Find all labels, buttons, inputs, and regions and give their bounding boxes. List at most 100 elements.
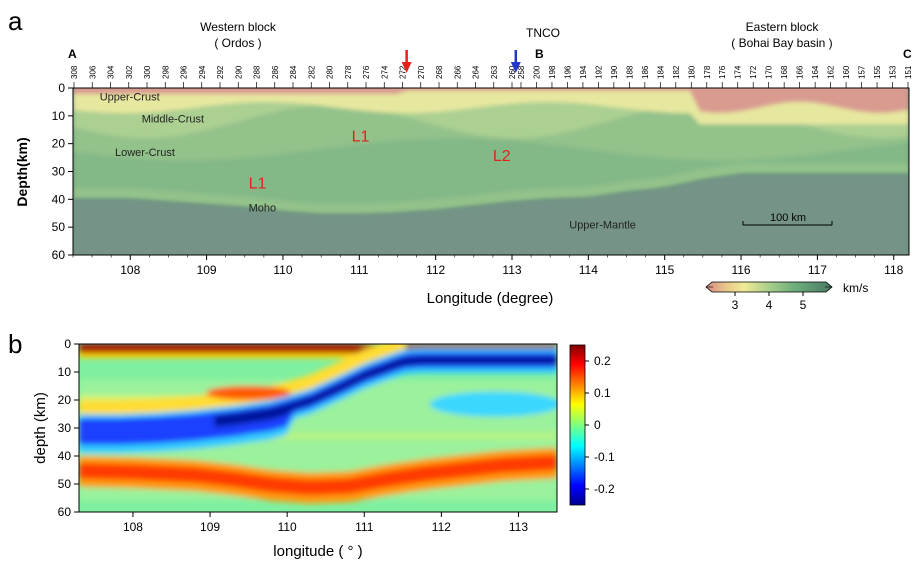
station-label: 196: [563, 65, 572, 79]
correlation-section: [79, 344, 557, 512]
station-label: 174: [734, 65, 743, 79]
colorbar-tick-label: -0.2: [594, 482, 615, 496]
station-label: 286: [271, 65, 280, 79]
colorbar-tick-label: 0.2: [594, 354, 611, 368]
x-tick-label: 110: [273, 263, 292, 277]
region-label: Middle-Crust: [142, 114, 204, 126]
region-label: Moho: [249, 203, 277, 215]
station-label: 298: [161, 65, 170, 79]
panel-b-axes: 108 109 110 111 112 113 0 10 20 30 40 50 60: [58, 337, 529, 534]
x-tick-label: 114: [579, 263, 598, 277]
y-tick-label: 20: [52, 137, 66, 151]
station-label: 268: [435, 65, 444, 79]
station-label: 155: [873, 65, 882, 79]
station-label: 168: [780, 65, 789, 79]
panel-b-ylabel: depth (km): [32, 392, 49, 464]
station-label: 166: [796, 65, 805, 79]
station-label: 186: [641, 65, 650, 79]
upper-mantle-layer: [73, 174, 909, 255]
region-label: Lower-Crust: [115, 147, 175, 159]
y-tick-label: 60: [58, 505, 72, 519]
station-label: 300: [143, 65, 152, 79]
y-tick-label: 10: [58, 365, 72, 379]
region-label: Upper-Mantle: [569, 219, 636, 231]
profile-point-c: C: [903, 47, 912, 61]
station-label: 264: [472, 65, 481, 79]
x-tick-label: 108: [120, 263, 140, 277]
x-tick-label: 111: [355, 520, 374, 534]
colorbar-tick-label: 0.1: [594, 386, 611, 400]
station-label: 198: [548, 65, 557, 79]
x-tick-label: 113: [509, 520, 528, 534]
panel-a-ylabel: Depth(km): [14, 137, 30, 206]
station-label: 200: [533, 65, 542, 79]
panel-b-xlabel: longitude ( ° ): [273, 543, 362, 560]
lower-crust-layer: [73, 138, 909, 204]
station-label: 274: [380, 65, 389, 79]
correlation-field: [79, 344, 557, 504]
x-tick-label: 113: [502, 263, 521, 277]
profile-point-b: B: [535, 47, 544, 61]
anomaly-label: L2: [493, 148, 511, 165]
negative-core: [214, 356, 557, 428]
anomaly-label: L1: [352, 128, 370, 145]
station-label: 290: [234, 65, 243, 79]
y-tick-label: 50: [52, 220, 66, 234]
y-tick-label: 0: [58, 81, 65, 95]
station-label: 194: [579, 65, 588, 79]
profile-point-a: A: [68, 47, 77, 61]
station-label: 292: [216, 65, 225, 79]
y-tick-label: 60: [52, 248, 66, 262]
station-label: 182: [672, 65, 681, 79]
station-label: 260: [508, 65, 517, 79]
x-tick-label: 111: [350, 263, 369, 277]
tnco-arrows: [401, 50, 521, 73]
x-tick-label: 108: [123, 520, 143, 534]
station-label: 153: [889, 65, 898, 79]
x-tick-label: 109: [200, 520, 220, 534]
tnco-label: TNCO: [526, 26, 560, 40]
arrow-head: [510, 62, 521, 73]
y-tick-label: 30: [58, 421, 72, 435]
station-label: 288: [253, 65, 262, 79]
station-label: 192: [594, 65, 603, 79]
station-label: 151: [904, 65, 913, 79]
colorbar-tick-label: -0.1: [594, 450, 615, 464]
velocity-section: [73, 88, 909, 255]
positive-lens: [206, 386, 292, 400]
upper-warm-band: [79, 344, 406, 420]
station-label: 280: [326, 65, 335, 79]
western-block-subtitle: ( Ordos ): [214, 36, 261, 50]
station-label: 258: [517, 65, 526, 79]
station-label: 278: [344, 65, 353, 79]
colorbar-tick-label: 0: [594, 418, 601, 432]
station-label: 178: [703, 65, 712, 79]
y-tick-label: 40: [52, 192, 66, 206]
station-label: 308: [70, 65, 79, 79]
y-tick-label: 40: [58, 449, 72, 463]
station-label: 266: [453, 65, 462, 79]
eastern-block-subtitle: ( Bohai Bay basin ): [731, 36, 832, 50]
station-label: 263: [490, 65, 499, 79]
station-label: 176: [718, 65, 727, 79]
x-tick-label: 110: [278, 520, 297, 534]
station-label: 188: [625, 65, 634, 79]
moho-positive-band: [79, 447, 557, 504]
velocity-layers: [73, 88, 909, 215]
y-tick-label: 50: [58, 477, 72, 491]
scale-bar: 100 km: [742, 212, 833, 226]
station-labels-ab: 308 306 304 302 300 298 296 294 292 290 288 286 284 2…: [70, 65, 517, 88]
x-tick-label: 115: [655, 263, 674, 277]
station-label: 276: [362, 65, 371, 79]
colorbar-unit: km/s: [843, 281, 868, 295]
surface-layer: [73, 88, 909, 113]
panel-b-letter: b: [8, 329, 22, 359]
x-tick-label: 116: [731, 263, 750, 277]
colorbar-tick-5: 5: [800, 298, 807, 312]
colorbar-tick-4: 4: [766, 298, 773, 312]
region-labels: Upper-Crust Middle-Crust Lower-Crust Moho Up…: [100, 91, 636, 231]
y-tick-label: 30: [52, 165, 66, 179]
station-label: 270: [417, 65, 426, 79]
eastern-block-title: Eastern block: [746, 20, 820, 34]
